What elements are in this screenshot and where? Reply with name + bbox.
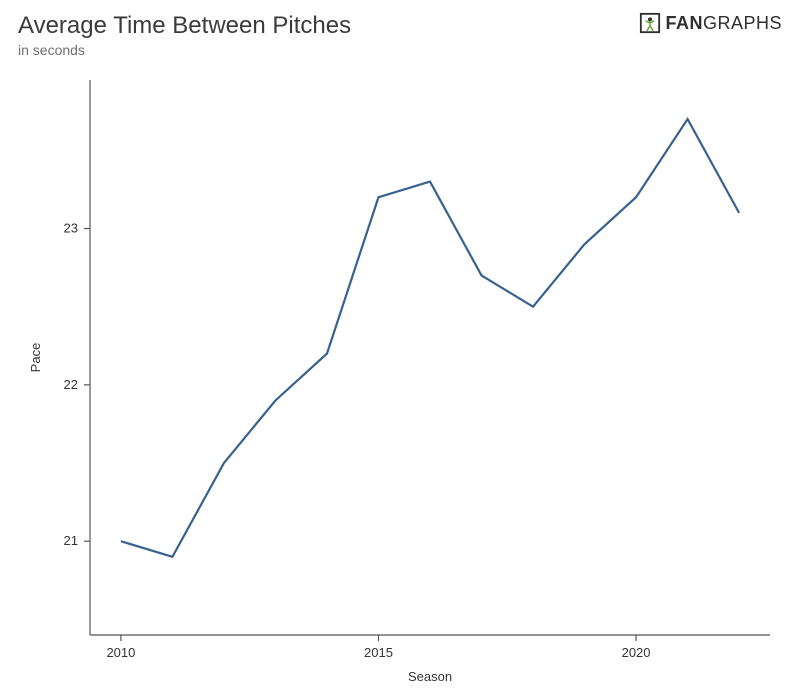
x-axis-title: Season <box>408 669 452 684</box>
line-chart: 21 22 23 2010 2015 2020 Season Pace <box>0 70 800 690</box>
data-line <box>121 119 739 557</box>
fangraphs-logo-text: FANGRAPHS <box>665 13 782 34</box>
logo-text-bold: FAN <box>665 13 703 33</box>
chart-subtitle: in seconds <box>18 42 85 58</box>
x-tick-label: 2015 <box>364 645 393 660</box>
y-tick-label: 22 <box>64 377 78 392</box>
y-axis-title: Pace <box>28 343 43 373</box>
fangraphs-icon <box>639 12 661 34</box>
chart-title: Average Time Between Pitches <box>18 12 351 40</box>
y-tick-label: 21 <box>64 533 78 548</box>
x-tick-label: 2010 <box>106 645 135 660</box>
logo-text-light: GRAPHS <box>703 13 782 33</box>
x-tick-label: 2020 <box>622 645 651 660</box>
fangraphs-logo: FANGRAPHS <box>639 12 782 34</box>
y-tick-label: 23 <box>64 221 78 236</box>
chart-container: Average Time Between Pitches in seconds … <box>0 0 800 700</box>
